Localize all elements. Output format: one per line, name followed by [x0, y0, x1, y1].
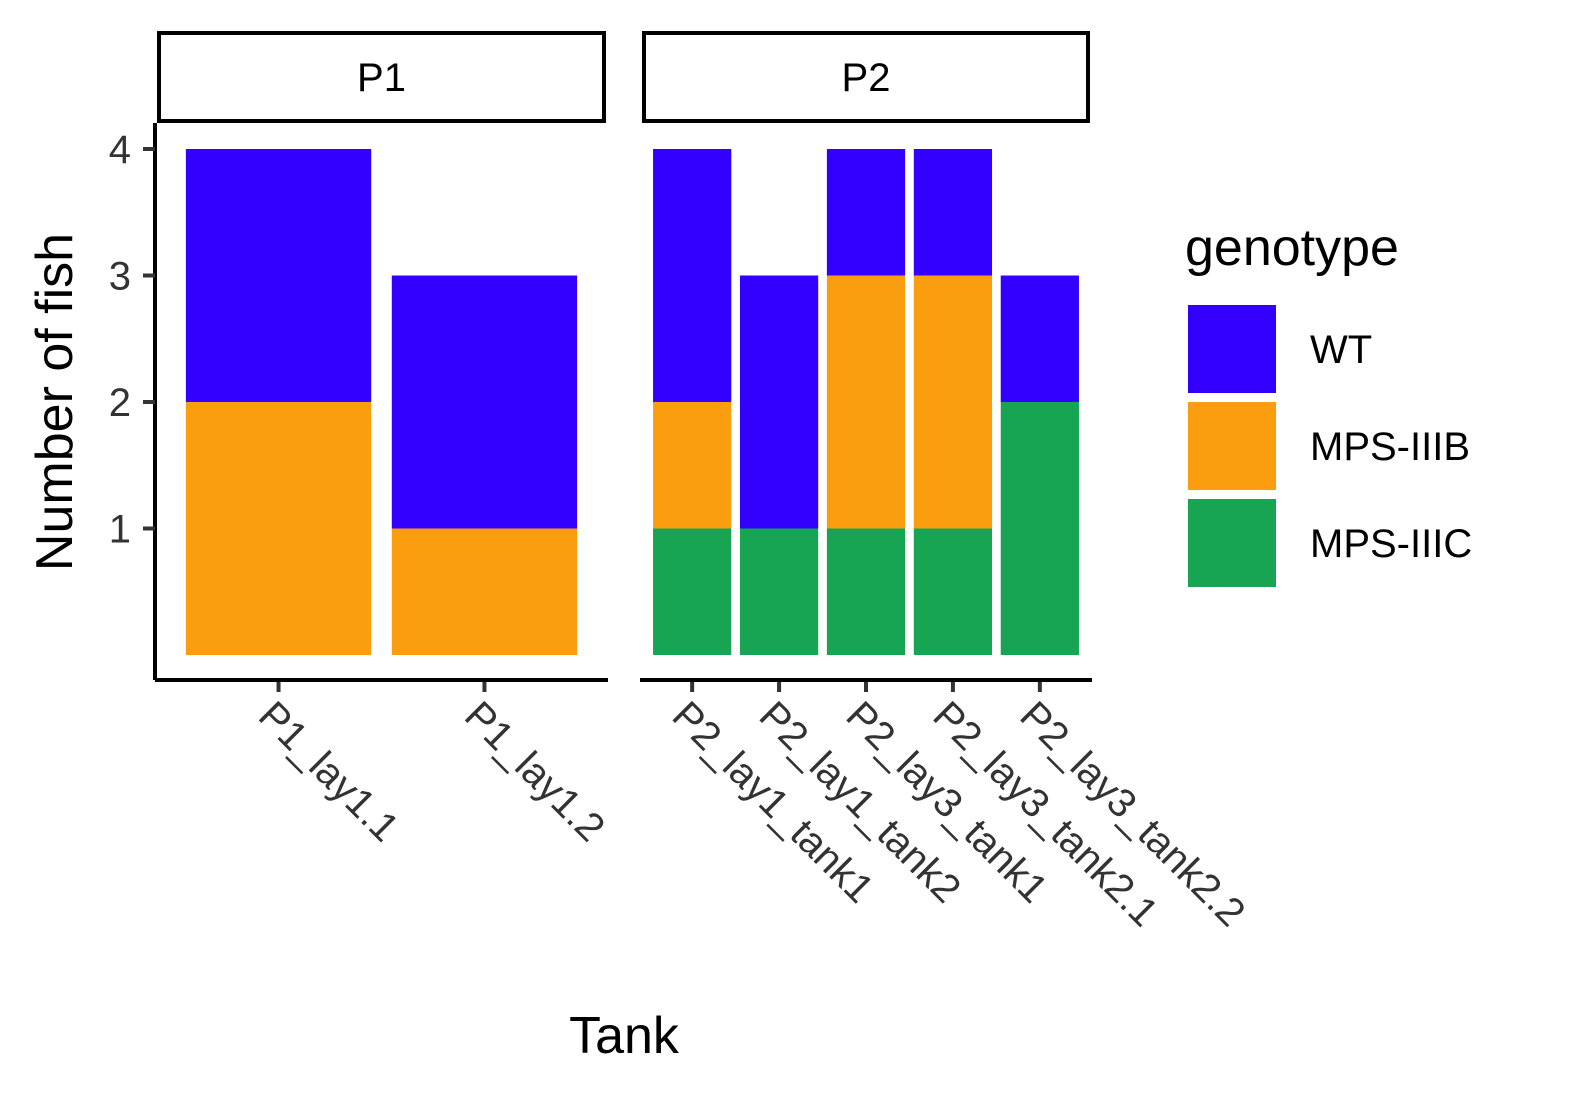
legend-label-wt: WT	[1310, 328, 1372, 372]
legend-key-mps-iiib	[1188, 402, 1276, 490]
bar-p2-lay3-tank1-mps-iiic	[826, 528, 906, 655]
facet-p2: P2P2_lay1_tank1P2_lay1_tank2P2_lay3_tank…	[640, 31, 1253, 935]
legend-label-mps-iiib: MPS-IIIB	[1310, 425, 1470, 469]
bar-p2-lay1-tank2-wt	[739, 275, 819, 529]
bar-p2-lay3-tank2-2-wt	[1000, 275, 1079, 402]
bar-p2-lay3-tank2-2-mps-iiic	[1000, 402, 1079, 655]
facet-strip-label: P1	[357, 56, 406, 100]
bar-p2-lay3-tank1-mps-iiib	[826, 275, 906, 529]
bar-p2-lay1-tank2-mps-iiic	[739, 528, 819, 655]
bar-p2-lay1-tank1-wt	[653, 149, 732, 402]
y-tick-label: 2	[109, 381, 131, 425]
y-tick-label: 3	[109, 255, 131, 299]
x-axis-title: Tank	[569, 1007, 680, 1065]
facet-p1: P1 P1_lay1.1 P1_lay1.2 1 2 3 4	[109, 31, 613, 850]
facet-panels: P1 P1_lay1.1 P1_lay1.2 1 2 3 4 P2P2_lay1_tank1P…	[109, 31, 1253, 935]
y-tick-label: 1	[109, 508, 131, 552]
legend-label-mps-iiic: MPS-IIIC	[1310, 522, 1472, 566]
legend-key-mps-iiic	[1188, 499, 1276, 587]
bar-p2-lay3-tank2-1-mps-iiic	[913, 528, 993, 655]
bar-p2-lay3-tank2-1-wt	[913, 149, 993, 276]
legend-key-wt	[1188, 305, 1276, 393]
bar-p2-lay1-tank1-mps-iiic	[653, 528, 732, 655]
bar-p1-lay1-2-wt	[391, 275, 578, 529]
legend: genotype WT MPS-IIIB MPS-IIIC	[1185, 219, 1472, 587]
facet-strip-label: P2	[842, 56, 891, 100]
bar-p1-lay1-2-mps-iiib	[391, 528, 578, 655]
y-axis-title: Number of fish	[26, 233, 84, 571]
x-tick-label: P1_lay1.2	[456, 693, 613, 850]
bar-p2-lay3-tank1-wt	[826, 149, 906, 276]
facet-strip-p2	[642, 31, 1090, 123]
bar-p1-lay1-1-mps-iiib	[185, 402, 372, 655]
bar-p2-lay3-tank2-1-mps-iiib	[913, 275, 993, 529]
bar-p2-lay1-tank1-mps-iiib	[653, 402, 732, 529]
x-tick-label: P1_lay1.1	[250, 693, 407, 850]
y-tick-label: 4	[109, 128, 131, 172]
facet-strip-p1	[157, 31, 606, 123]
legend-title: genotype	[1185, 219, 1399, 277]
bar-p1-lay1-1-wt	[185, 149, 372, 402]
